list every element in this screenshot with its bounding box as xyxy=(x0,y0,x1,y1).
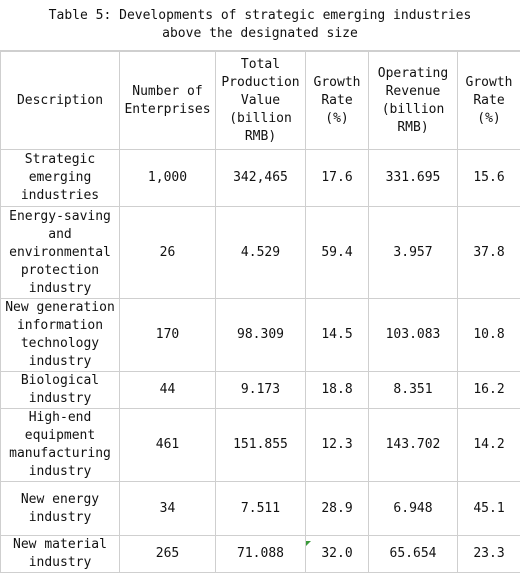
cell-production-value: 4.529 xyxy=(215,206,306,299)
cell-growth-rate: 14.5 xyxy=(305,298,369,372)
table-row: New material industry 265 71.088 32.0 65… xyxy=(0,535,520,573)
table-row: Strategic emerging industries 1,000 342,… xyxy=(0,149,520,207)
table-row: New energy industry 34 7.511 28.9 6.948 … xyxy=(0,481,520,536)
cell-production-value: 98.309 xyxy=(215,298,306,372)
cell-production-value: 9.173 xyxy=(215,371,306,409)
cell-production-value: 342,465 xyxy=(215,149,306,207)
header-row: Description Number of Enterprises Total … xyxy=(0,51,520,150)
cell-description: Biological industry xyxy=(0,371,120,409)
cell-growth-rate: 15.6 xyxy=(457,149,520,207)
cell-growth-rate: 16.2 xyxy=(457,371,520,409)
cell-growth-rate: 12.3 xyxy=(305,408,369,482)
cell-description: High-end equipment manufacturing industr… xyxy=(0,408,120,482)
cell-growth-rate: 32.0 xyxy=(305,535,369,573)
header-growth-rate: Growth Rate (%) xyxy=(457,51,520,150)
header-operating-revenue: Operating Revenue (billion RMB) xyxy=(368,51,458,150)
cell-enterprises: 44 xyxy=(119,371,216,409)
table-row: Energy-saving and environmental protecti… xyxy=(0,206,520,299)
header-growth-rate: Growth Rate (%) xyxy=(305,51,369,150)
table-row: Biological industry 44 9.173 18.8 8.351 … xyxy=(0,371,520,409)
cell-description: Strategic emerging industries xyxy=(0,149,120,207)
cell-growth-rate: 10.8 xyxy=(457,298,520,372)
cell-growth-rate: 18.8 xyxy=(305,371,369,409)
cell-comment-marker xyxy=(306,541,311,546)
cell-production-value: 7.511 xyxy=(215,481,306,536)
table-title-line-1: Table 5: Developments of strategic emerg… xyxy=(48,8,472,23)
cell-description: New energy industry xyxy=(0,481,120,536)
table-title-line-2: above the designated size xyxy=(162,26,358,41)
cell-operating-revenue: 103.083 xyxy=(368,298,458,372)
header-enterprises: Number of Enterprises xyxy=(119,51,216,150)
cell-growth-rate: 23.3 xyxy=(457,535,520,573)
cell-operating-revenue: 143.702 xyxy=(368,408,458,482)
cell-growth-rate: 59.4 xyxy=(305,206,369,299)
cell-enterprises: 461 xyxy=(119,408,216,482)
cell-enterprises: 34 xyxy=(119,481,216,536)
cell-operating-revenue: 65.654 xyxy=(368,535,458,573)
table-row: High-end equipment manufacturing industr… xyxy=(0,408,520,482)
cell-growth-rate: 17.6 xyxy=(305,149,369,207)
cell-growth-rate: 14.2 xyxy=(457,408,520,482)
cell-growth-rate: 45.1 xyxy=(457,481,520,536)
header-production-value: Total Production Value (billion RMB) xyxy=(215,51,306,150)
cell-growth-rate: 28.9 xyxy=(305,481,369,536)
cell-enterprises: 265 xyxy=(119,535,216,573)
data-table: Description Number of Enterprises Total … xyxy=(0,51,520,573)
cell-enterprises: 26 xyxy=(119,206,216,299)
cell-operating-revenue: 8.351 xyxy=(368,371,458,409)
cell-operating-revenue: 6.948 xyxy=(368,481,458,536)
cell-operating-revenue: 331.695 xyxy=(368,149,458,207)
cell-enterprises: 1,000 xyxy=(119,149,216,207)
cell-production-value: 71.088 xyxy=(215,535,306,573)
header-description: Description xyxy=(0,51,120,150)
cell-operating-revenue: 3.957 xyxy=(368,206,458,299)
cell-production-value: 151.855 xyxy=(215,408,306,482)
table-row: New generation information technology in… xyxy=(0,298,520,372)
cell-enterprises: 170 xyxy=(119,298,216,372)
cell-growth-rate: 37.8 xyxy=(457,206,520,299)
cell-description: New material industry xyxy=(0,535,120,573)
table-title: Table 5: Developments of strategic emerg… xyxy=(0,0,520,51)
cell-description: Energy-saving and environmental protecti… xyxy=(0,206,120,299)
cell-description: New generation information technology in… xyxy=(0,298,120,372)
